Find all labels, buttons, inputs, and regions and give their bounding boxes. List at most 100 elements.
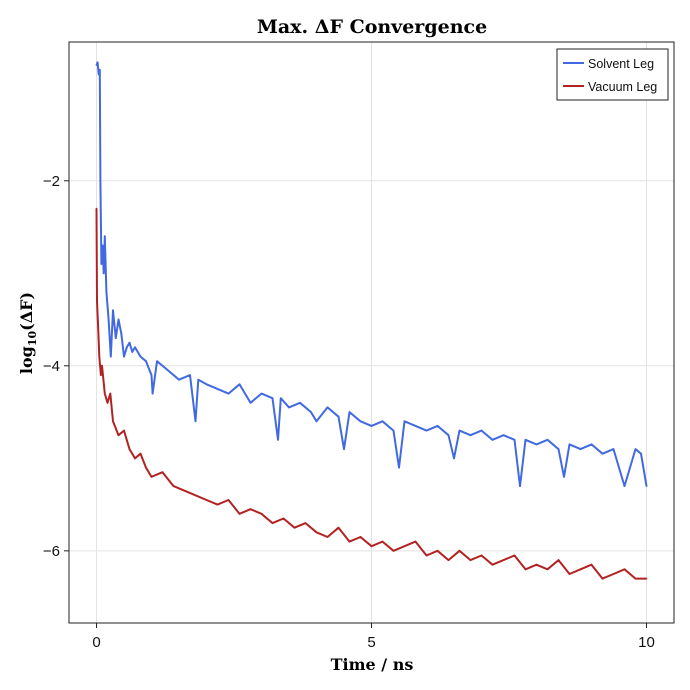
- data-point: [189, 374, 191, 376]
- data-point: [145, 466, 147, 469]
- data-point: [436, 425, 439, 427]
- data-point: [392, 429, 395, 432]
- chart-title: Max. ΔF Convergence: [257, 16, 487, 38]
- data-point: [98, 355, 101, 358]
- data-point: [535, 563, 538, 566]
- data-point: [238, 383, 241, 386]
- data-point: [557, 559, 560, 561]
- data-point: [563, 476, 565, 478]
- data-point: [139, 452, 142, 455]
- data-point: [502, 434, 505, 436]
- data-point: [299, 402, 301, 404]
- data-point: [128, 448, 131, 450]
- data-point: [249, 402, 252, 404]
- legend: Solvent Leg Vacuum Leg: [556, 48, 669, 101]
- series-line-solvent-leg: [95, 61, 648, 488]
- data-point: [414, 425, 417, 427]
- data-point: [381, 540, 384, 543]
- data-point: [156, 360, 158, 362]
- data-point: [114, 337, 117, 339]
- data-point: [524, 439, 527, 441]
- data-point: [271, 522, 274, 524]
- data-point: [546, 439, 549, 441]
- data-point: [568, 443, 571, 446]
- data-point: [260, 392, 263, 395]
- data-point: [502, 559, 505, 561]
- data-point: [279, 397, 282, 399]
- data-point: [458, 429, 461, 432]
- data-point: [612, 573, 615, 575]
- data-point: [194, 420, 197, 423]
- data-point: [97, 73, 100, 76]
- data-point: [359, 536, 362, 538]
- data-point: [205, 499, 208, 501]
- data-point: [227, 392, 230, 395]
- data-point: [205, 383, 208, 386]
- data-point: [623, 485, 626, 487]
- data-point: [590, 443, 593, 446]
- data-point: [519, 485, 521, 487]
- data-point: [99, 179, 102, 182]
- data-point: [112, 309, 114, 312]
- data-point: [436, 550, 439, 552]
- data-point: [491, 563, 494, 566]
- data-point: [103, 392, 106, 395]
- data-point: [110, 355, 112, 358]
- data-point: [601, 577, 604, 580]
- legend-label-vacuum: Vacuum Leg: [588, 80, 657, 94]
- data-point: [150, 476, 153, 478]
- data-point: [447, 434, 450, 436]
- data-point: [447, 559, 450, 561]
- data-point: [134, 346, 136, 349]
- data-point: [524, 568, 527, 571]
- data-point: [403, 420, 406, 423]
- data-point: [403, 545, 406, 548]
- data-point: [513, 554, 516, 557]
- data-point: [425, 554, 428, 557]
- data-point: [348, 540, 351, 543]
- data-point: [288, 406, 290, 409]
- data-point: [370, 545, 373, 548]
- series-layer: [95, 61, 648, 580]
- data-point: [293, 526, 296, 529]
- data-point: [123, 429, 125, 432]
- data-point: [579, 568, 582, 571]
- data-point: [151, 392, 154, 395]
- data-point: [194, 494, 197, 497]
- x-tick-label: 0: [92, 634, 100, 651]
- data-point: [271, 397, 274, 399]
- data-point: [398, 466, 400, 469]
- grid: [69, 42, 674, 623]
- x-axis-label: Time / ns: [331, 655, 414, 674]
- data-point: [123, 355, 125, 358]
- data-point: [96, 61, 99, 64]
- data-point: [381, 420, 384, 423]
- data-point: [172, 485, 175, 487]
- x-tick-label: 5: [367, 634, 375, 651]
- data-point: [326, 406, 329, 409]
- data-point: [120, 332, 123, 335]
- data-point: [634, 448, 637, 450]
- data-point: [601, 452, 604, 455]
- data-point: [161, 471, 164, 473]
- data-point: [326, 536, 329, 538]
- data-point: [102, 272, 105, 275]
- data-point: [469, 559, 472, 561]
- data-point: [125, 346, 128, 349]
- data-point: [216, 388, 219, 390]
- data-point: [105, 290, 108, 293]
- data-point: [107, 318, 110, 321]
- y-axis-label: log10(ΔF): [17, 292, 39, 374]
- data-point: [370, 425, 373, 427]
- data-point: [95, 64, 98, 66]
- data-point: [337, 415, 340, 418]
- data-point: [491, 439, 494, 441]
- data-point: [97, 327, 99, 330]
- data-point: [277, 439, 279, 441]
- legend-label-solvent: Solvent Leg: [588, 57, 654, 71]
- data-point: [134, 457, 136, 460]
- data-point: [535, 443, 538, 446]
- data-point: [634, 577, 637, 580]
- data-point: [109, 392, 112, 395]
- data-point: [392, 550, 395, 552]
